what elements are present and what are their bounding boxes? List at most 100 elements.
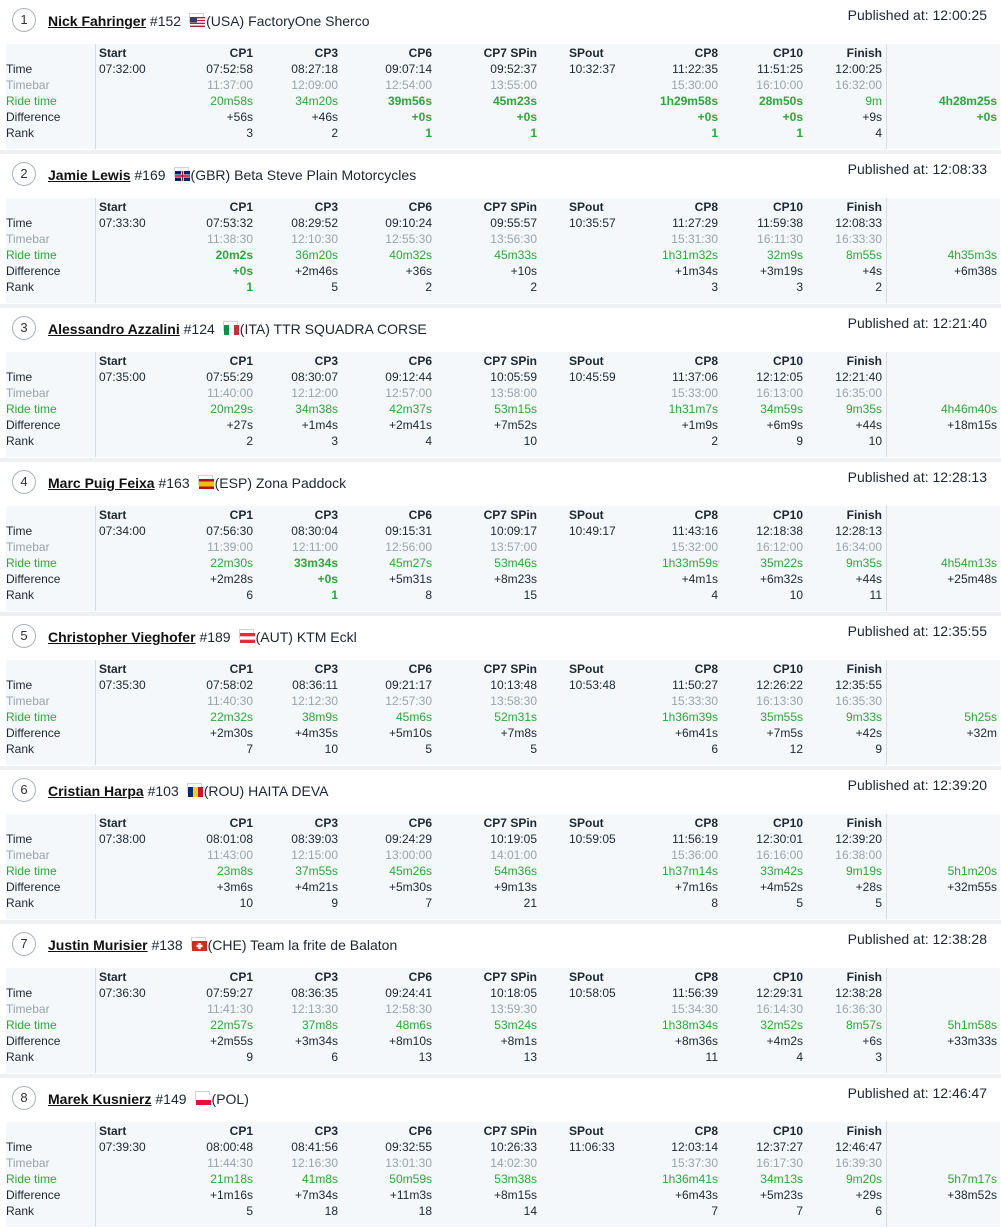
column-divider — [95, 506, 96, 611]
rider-info: Alessandro Azzalini #124 (ITA) TTR SQUADR… — [48, 321, 427, 337]
row-label-timebar: Timebar — [6, 78, 50, 92]
difference-cell: +27s — [226, 418, 253, 432]
ride-time-cell: 1h31m7s — [668, 402, 718, 416]
row-label-time: Time — [6, 678, 33, 692]
column-header: CP1 — [229, 354, 253, 368]
split-times-table: Time Timebar Ride time Difference Rank Start C… — [6, 198, 1000, 303]
timebar-cell: 16:12:00 — [756, 540, 803, 554]
rider-team: HAITA DEVA — [248, 783, 329, 799]
column-header: CP8 — [694, 508, 718, 522]
rider-country: (GBR) — [190, 167, 231, 183]
row-label-time: Time — [6, 62, 33, 76]
difference-cell: +0s — [516, 110, 537, 124]
rank-cell: 4 — [425, 434, 432, 448]
rider-number: #189 — [199, 629, 231, 645]
ride-time-cell: 52m31s — [494, 710, 537, 724]
published-value: 12:08:33 — [932, 161, 988, 177]
difference-cell: +2m55s — [209, 1034, 253, 1048]
split-times-table: Time Timebar Ride time Difference Rank Start C… — [6, 1122, 1000, 1227]
ride-time-cell: 1h29m58s — [659, 94, 718, 108]
row-label-timebar: Timebar — [6, 232, 50, 246]
rider-name-link[interactable]: Nick Fahringer — [48, 13, 147, 29]
time-cell: 08:36:35 — [291, 986, 338, 1000]
column-divider — [886, 352, 887, 457]
column-header: Start — [99, 200, 127, 214]
row-label-ride-time: Ride time — [6, 248, 57, 262]
rank-cell: 1 — [530, 126, 537, 140]
time-cell: 07:56:30 — [206, 524, 253, 538]
row-label-ride-time: Ride time — [6, 710, 57, 724]
rank-cell: 1 — [331, 588, 338, 602]
ride-time-cell: 22m30s — [210, 556, 253, 570]
rank-cell: 1 — [425, 126, 432, 140]
timebar-cell: 15:31:30 — [671, 232, 718, 246]
timebar-cell: 12:13:30 — [291, 1002, 338, 1016]
row-label-difference: Difference — [6, 1034, 61, 1048]
ride-time-cell: 23m8s — [216, 864, 253, 878]
rider-info: Justin Murisier #138 (CHE) Team la frite … — [48, 937, 397, 953]
rider-name-link[interactable]: Jamie Lewis — [48, 167, 131, 183]
rider-info: Marek Kusnierz #149 (POL) — [48, 1091, 249, 1107]
row-label-time: Time — [6, 986, 33, 1000]
rider-info: Christopher Vieghofer #189 (AUT) KTM Eckl — [48, 629, 357, 645]
time-cell: 11:56:39 — [672, 986, 718, 1000]
rank-cell: 10 — [789, 588, 803, 602]
column-header: CP6 — [408, 816, 432, 830]
ride-time-cell: 8m55s — [845, 248, 882, 262]
column-header: CP10 — [772, 816, 803, 830]
column-divider — [886, 660, 887, 765]
split-times-table: Time Timebar Ride time Difference Rank Start C… — [6, 814, 1000, 919]
position-badge: 4 — [12, 470, 36, 494]
rank-cell: 5 — [425, 742, 432, 756]
difference-cell: +8m10s — [388, 1034, 432, 1048]
timebar-cell: 13:01:30 — [385, 1156, 432, 1170]
column-header: Finish — [846, 200, 882, 214]
timebar-cell: 15:34:30 — [671, 1002, 718, 1016]
timebar-cell: 13:57:00 — [490, 540, 537, 554]
ride-time-cell: 34m59s — [760, 402, 803, 416]
column-header: CP8 — [694, 200, 718, 214]
column-header: CP8 — [694, 1124, 718, 1138]
column-header: Start — [99, 970, 127, 984]
time-cell: 12:28:13 — [835, 524, 882, 538]
timebar-cell: 16:11:30 — [757, 232, 803, 246]
column-header: CP8 — [694, 816, 718, 830]
rider-name-link[interactable]: Marc Puig Feixa — [48, 475, 155, 491]
row-label-ride-time: Ride time — [6, 402, 57, 416]
column-header: SPout — [569, 662, 604, 676]
rider-name-link[interactable]: Cristian Harpa — [48, 783, 144, 799]
rider-team: Beta Steve Plain Motorcycles — [234, 167, 417, 183]
rank-cell: 6 — [331, 1050, 338, 1064]
split-times-table: Time Timebar Ride time Difference Rank Start C… — [6, 44, 1000, 149]
difference-cell: +7m16s — [674, 880, 718, 894]
ride-time-cell: 37m8s — [301, 1018, 338, 1032]
column-header: Start — [99, 662, 127, 676]
column-header: CP3 — [314, 1124, 338, 1138]
rider-country: (POL) — [211, 1091, 249, 1107]
timebar-cell: 16:38:00 — [835, 848, 882, 862]
timebar-cell: 14:01:00 — [490, 848, 537, 862]
timebar-cell: 12:12:30 — [291, 694, 338, 708]
rider-name-link[interactable]: Justin Murisier — [48, 937, 148, 953]
rider-team: TTR SQUADRA CORSE — [273, 321, 427, 337]
rider-name-link[interactable]: Christopher Vieghofer — [48, 629, 196, 645]
difference-cell: +18m15s — [947, 418, 997, 432]
rider-country: (ESP) — [214, 475, 252, 491]
column-header: CP6 — [408, 354, 432, 368]
timebar-cell: 11:43:00 — [207, 848, 253, 862]
rank-cell: 2 — [331, 126, 338, 140]
column-header: CP7 SPin — [483, 354, 537, 368]
rider-country: (ITA) — [239, 321, 270, 337]
time-cell: 08:41:56 — [291, 1140, 338, 1154]
row-label-difference: Difference — [6, 572, 61, 586]
ride-time-cell: 34m38s — [295, 402, 338, 416]
time-cell: 09:07:14 — [385, 62, 432, 76]
time-cell: 12:37:27 — [756, 1140, 803, 1154]
rider-name-link[interactable]: Alessandro Azzalini — [48, 321, 180, 337]
column-header: CP10 — [772, 354, 803, 368]
rider-card: 1 Nick Fahringer #152 (USA) FactoryOne She… — [0, 0, 1001, 150]
time-cell: 09:10:24 — [385, 216, 432, 230]
rider-name-link[interactable]: Marek Kusnierz — [48, 1091, 152, 1107]
difference-cell: +4m1s — [681, 572, 718, 586]
difference-cell: +42s — [855, 726, 882, 740]
